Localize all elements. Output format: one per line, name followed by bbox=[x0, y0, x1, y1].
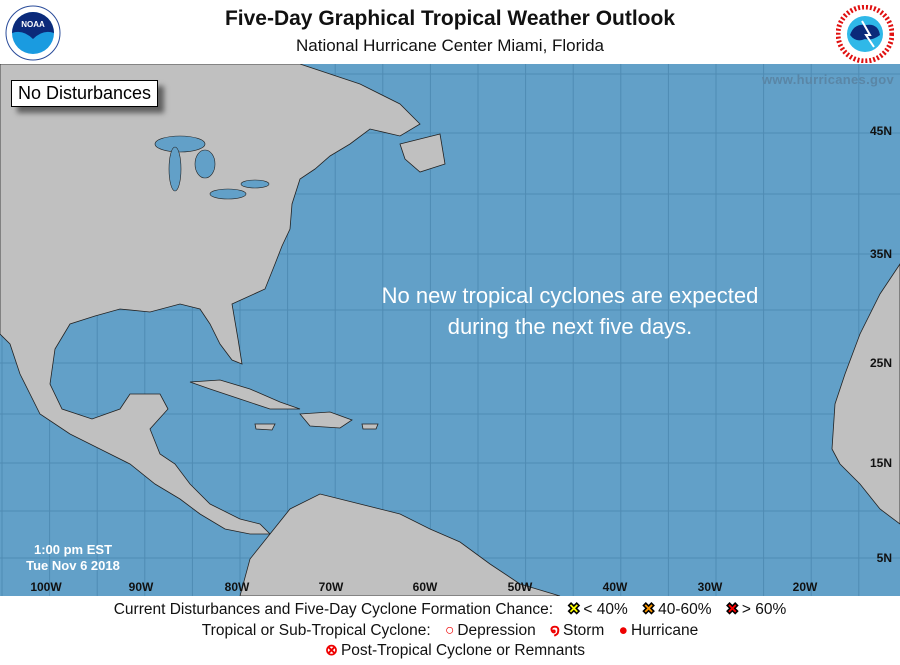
legend-hurricane: Hurricane bbox=[631, 622, 699, 639]
x-high-icon: ✖ bbox=[725, 601, 739, 619]
nws-logo bbox=[836, 5, 894, 63]
date-label: Tue Nov 6 2018 bbox=[26, 558, 120, 573]
message-line-1: No new tropical cyclones are expected bbox=[381, 283, 759, 308]
south-america bbox=[239, 493, 561, 596]
africa bbox=[831, 263, 900, 525]
lon-label: 80W bbox=[224, 580, 250, 594]
legend-mid: 40-60% bbox=[658, 601, 712, 618]
message-line-2: during the next five days. bbox=[447, 314, 693, 339]
outlook-map bbox=[0, 64, 900, 596]
issue-time: 1:00 pm EST Tue Nov 6 2018 bbox=[8, 542, 138, 574]
puerto-rico bbox=[361, 423, 379, 430]
x-mid-icon: ✖ bbox=[642, 601, 656, 619]
lat-label: 35N bbox=[869, 247, 892, 261]
lon-label: 100W bbox=[30, 580, 62, 594]
post-tropical-icon: ⊗ bbox=[324, 642, 338, 659]
legend-formation-chance: Current Disturbances and Five-Day Cyclon… bbox=[0, 600, 900, 619]
great-lakes bbox=[154, 135, 270, 200]
legend-cyclone: Tropical or Sub-Tropical Cyclone: ○ Depre… bbox=[0, 621, 900, 640]
north-america bbox=[0, 64, 421, 535]
lat-label: 15N bbox=[869, 456, 892, 470]
lon-label: 20W bbox=[792, 580, 818, 594]
hurricane-icon: ● bbox=[618, 622, 629, 639]
legend-high: > 60% bbox=[741, 601, 787, 618]
lat-label: 5N bbox=[876, 551, 892, 565]
legend-post-tropical: ⊗ Post-Tropical Cyclone or Remnants bbox=[0, 641, 900, 660]
cuba bbox=[189, 379, 301, 410]
lon-label: 40W bbox=[602, 580, 628, 594]
lat-label: 45N bbox=[869, 124, 892, 138]
legend-post-tropical-label: Post-Tropical Cyclone or Remnants bbox=[340, 642, 586, 659]
page-title: Five-Day Graphical Tropical Weather Outl… bbox=[224, 7, 676, 30]
noaa-logo: NOAA bbox=[5, 5, 61, 61]
land bbox=[0, 64, 900, 596]
depression-icon: ○ bbox=[444, 622, 455, 639]
lon-label: 90W bbox=[128, 580, 154, 594]
lon-label: 30W bbox=[697, 580, 723, 594]
time-label: 1:00 pm EST bbox=[33, 542, 113, 557]
legend-storm: Storm bbox=[562, 622, 605, 639]
legend-depression: Depression bbox=[457, 622, 536, 639]
lon-label: 70W bbox=[318, 580, 344, 594]
x-low-icon: ✖ bbox=[567, 601, 581, 619]
legend-low: < 40% bbox=[583, 601, 628, 618]
newfoundland bbox=[399, 133, 446, 173]
page-subtitle: National Hurricane Center Miami, Florida bbox=[295, 36, 604, 55]
outlook-message: No new tropical cyclones are expected du… bbox=[320, 280, 820, 342]
status-box: No Disturbances bbox=[11, 80, 159, 107]
jamaica bbox=[254, 423, 276, 431]
legend-label: Tropical or Sub-Tropical Cyclone: bbox=[201, 622, 431, 639]
website-label: www.hurricanes.gov bbox=[761, 72, 894, 87]
storm-icon: ໑ bbox=[550, 622, 560, 639]
lon-label: 50W bbox=[507, 580, 533, 594]
lon-label: 60W bbox=[412, 580, 438, 594]
lat-label: 25N bbox=[869, 356, 892, 370]
legend-label: Current Disturbances and Five-Day Cyclon… bbox=[113, 601, 554, 618]
hispaniola bbox=[299, 411, 353, 429]
svg-text:NOAA: NOAA bbox=[21, 20, 45, 29]
